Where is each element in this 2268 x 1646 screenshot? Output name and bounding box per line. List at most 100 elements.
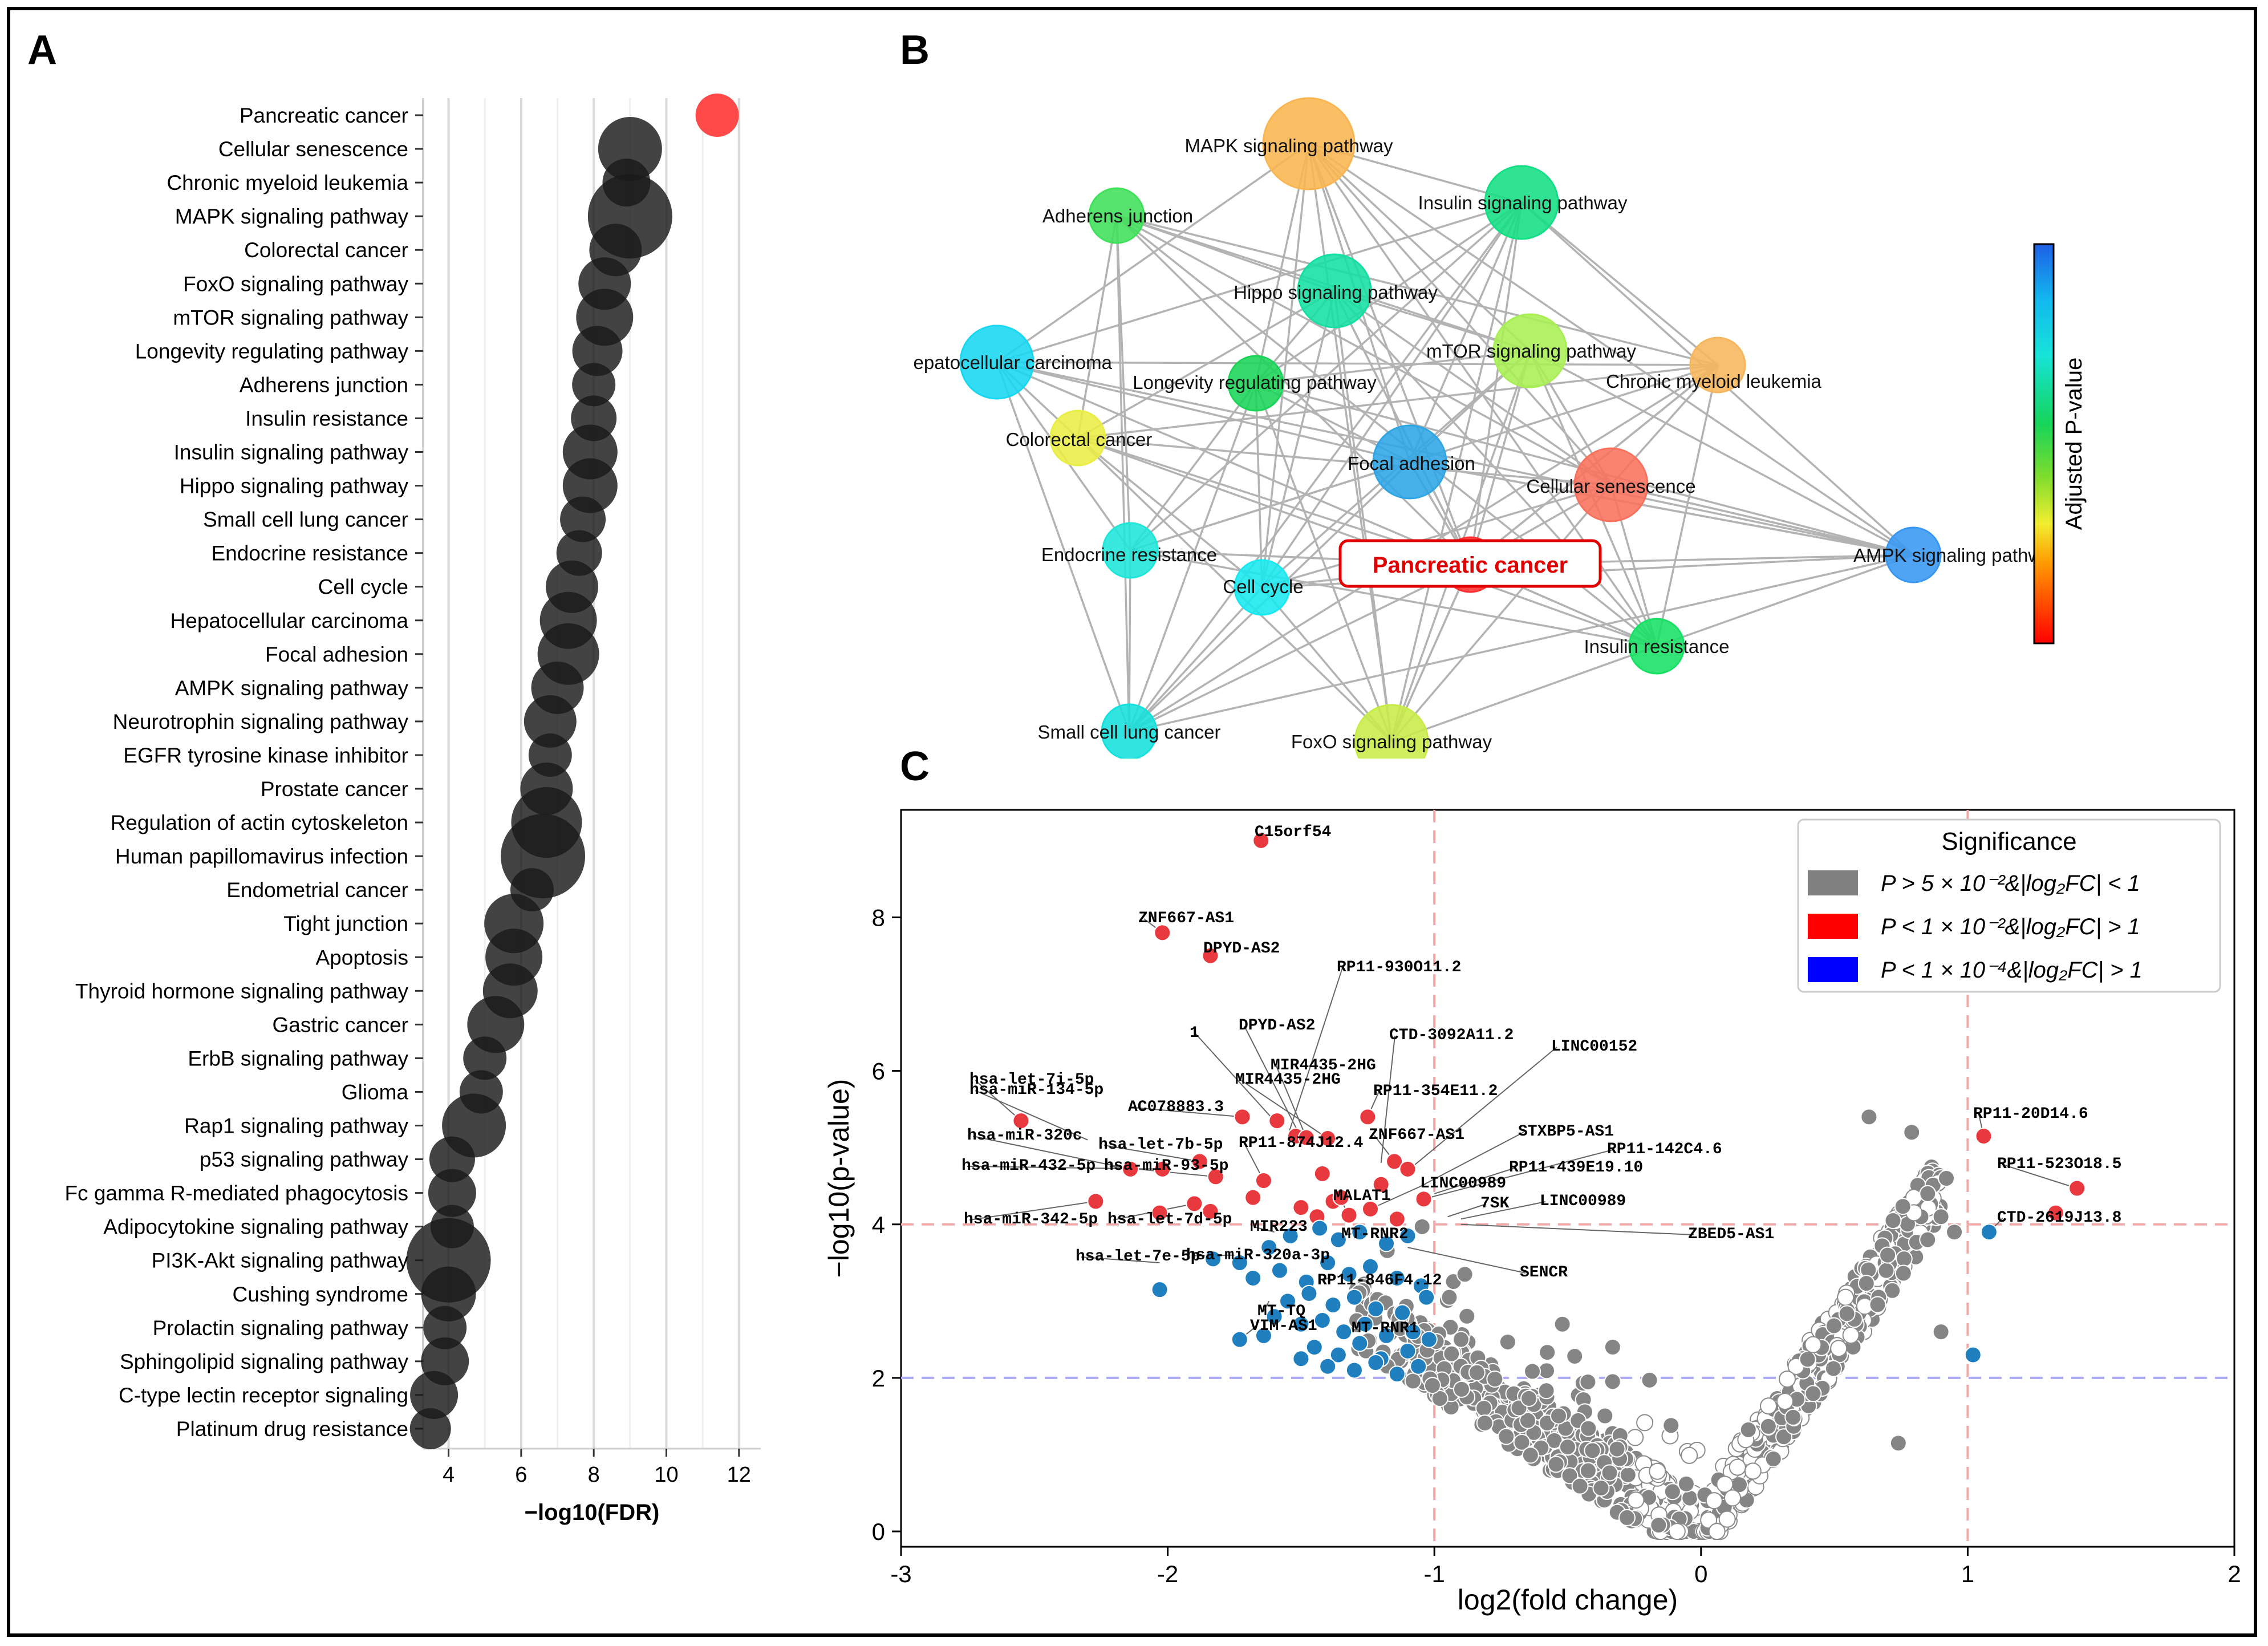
- network-edge: [1077, 437, 1612, 486]
- network-edge: [996, 143, 1310, 363]
- label-leader-line: [1240, 1080, 1328, 1139]
- panel-c-x-axis-label: log2(fold change): [1458, 1584, 1678, 1616]
- label-leader-line: [1133, 1107, 1243, 1118]
- grey-point: [1584, 1442, 1601, 1459]
- category-label: Colorectal cancer: [244, 238, 408, 262]
- grey-point: [1759, 1417, 1777, 1435]
- blue-point: [1231, 1254, 1248, 1272]
- red-point: [1415, 1190, 1433, 1208]
- network-edge: [1656, 364, 1719, 647]
- panel-c-legend: Significance P > 5 × 10⁻²&|log₂FC| < 1 P …: [1797, 818, 2221, 993]
- gene-label: RP11-20D14.6: [1973, 1105, 2088, 1123]
- network-edge: [1255, 201, 1522, 384]
- red-point: [1268, 1112, 1286, 1130]
- legend-entry-text: P < 1 × 10⁻⁴&|log₂FC| > 1: [1881, 958, 2143, 983]
- grey-point: [1604, 1373, 1621, 1390]
- grey-point: [1596, 1407, 1614, 1425]
- network-edge: [1308, 143, 1471, 565]
- gene-label: RP11-874J12.4: [1239, 1134, 1363, 1152]
- node-label: epatocellular carcinoma: [913, 352, 1112, 373]
- grey-point: [1857, 1275, 1875, 1292]
- category-label: Neurotrophin signaling pathway: [113, 710, 409, 733]
- y-tick-label: 2: [872, 1365, 885, 1392]
- blue-point: [1279, 1292, 1297, 1310]
- network-edge: [1409, 461, 1914, 556]
- grey-point: [1571, 1477, 1589, 1495]
- gene-label: LINC00152: [1551, 1038, 1637, 1056]
- node-label: Focal adhesion: [1348, 453, 1475, 474]
- gene-label: hsa-miR-432-5p: [961, 1157, 1096, 1175]
- blue-point: [1388, 1365, 1406, 1383]
- gene-label: C15orf54: [1255, 824, 1331, 841]
- label-leader-line: [1255, 1227, 1275, 1233]
- blue-point: [1399, 1342, 1417, 1360]
- red-point: [1186, 1195, 1203, 1213]
- network-edge: [1308, 143, 1612, 486]
- network-edge: [1129, 554, 1914, 733]
- gene-label: ZBED5-AS1: [1688, 1226, 1774, 1243]
- network-edge: [1128, 586, 1263, 733]
- category-label: Cushing syndrome: [233, 1283, 408, 1306]
- red-point: [1313, 1165, 1331, 1182]
- network-edge: [1308, 143, 1914, 556]
- x-tick-label: 10: [654, 1463, 678, 1487]
- gene-label: hsa-miR-342-5p: [964, 1211, 1098, 1229]
- x-tick-label: -2: [1157, 1560, 1178, 1587]
- legend-swatch: [1808, 957, 1858, 982]
- blue-point: [1324, 1296, 1342, 1314]
- network-edge: [1261, 202, 1523, 588]
- gene-label: MT-RNR2: [1341, 1226, 1409, 1243]
- dot-platinum-drug-resistance: [409, 1408, 451, 1449]
- red-point: [1244, 1189, 1262, 1206]
- grey-point: [1550, 1407, 1568, 1425]
- legend-title: Significance: [1941, 828, 2076, 856]
- x-tick-label: 0: [1694, 1560, 1707, 1587]
- blue-point: [1980, 1223, 1998, 1241]
- node-label: Adherens junction: [1042, 205, 1193, 226]
- grey-point: [1760, 1397, 1778, 1415]
- category-label: FoxO signaling pathway: [183, 272, 408, 295]
- blue-point: [1345, 1361, 1363, 1379]
- category-label: Thyroid hormone signaling pathway: [75, 979, 409, 1003]
- network-edge: [1129, 201, 1523, 552]
- label-leader-line: [1322, 1278, 1328, 1282]
- gene-label: SENCR: [1520, 1264, 1568, 1282]
- label-leader-line: [1195, 1033, 1275, 1121]
- grey-point: [1579, 1462, 1597, 1479]
- grey-point: [1476, 1414, 1494, 1432]
- grey-point: [1937, 1170, 1955, 1187]
- grey-point: [1561, 1467, 1579, 1485]
- network-edge: [1077, 437, 1263, 589]
- grey-point: [1842, 1327, 1860, 1344]
- node-label: Hippo signaling pathway: [1234, 282, 1438, 303]
- panel-label-b: B: [900, 27, 930, 73]
- blue-point: [1418, 1288, 1435, 1306]
- gene-label: RP11-354E11.2: [1373, 1083, 1498, 1100]
- panel-c-blue-points: [1151, 1219, 1998, 1383]
- node-label: Endocrine resistance: [1041, 544, 1217, 565]
- grey-point: [1456, 1266, 1474, 1283]
- node-label: AMPK signaling pathwa: [1853, 545, 2052, 566]
- red-point: [1255, 1172, 1272, 1190]
- x-tick-label: 12: [727, 1463, 751, 1487]
- node-colorectal-cancer: [1049, 410, 1106, 467]
- gene-label: MIR4435-2HG: [1271, 1057, 1376, 1075]
- blue-point: [1356, 1315, 1374, 1333]
- category-label: Prolactin signaling pathway: [153, 1316, 409, 1340]
- grey-point: [1705, 1492, 1723, 1510]
- node-label: Pancreatic cancer: [1373, 553, 1568, 578]
- network-edge: [996, 361, 1410, 463]
- grey-point: [1553, 1315, 1571, 1333]
- grey-point: [1468, 1364, 1486, 1381]
- grey-point: [1776, 1393, 1794, 1410]
- label-leader-line: [1276, 1065, 1307, 1138]
- category-label: Rap1 signaling pathway: [184, 1114, 408, 1138]
- grey-point: [1453, 1380, 1470, 1398]
- grey-point: [1498, 1428, 1515, 1445]
- grey-point: [1884, 1212, 1902, 1230]
- node-cellular-senescence: [1573, 447, 1649, 522]
- network-edge: [1333, 290, 1612, 486]
- grey-point: [1894, 1264, 1912, 1282]
- network-edge: [1128, 383, 1257, 732]
- category-label: AMPK signaling pathway: [175, 676, 409, 700]
